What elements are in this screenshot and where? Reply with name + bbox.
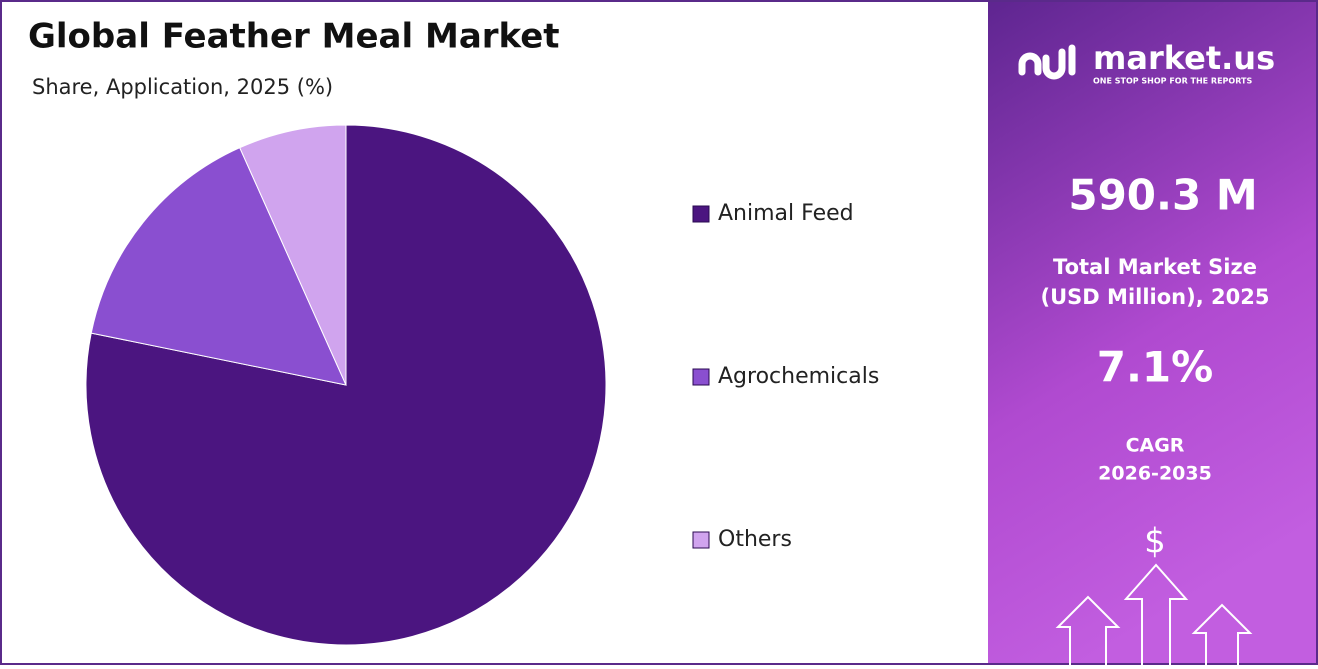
- chart-title: Global Feather Meal Market: [28, 17, 560, 57]
- pie-slice: [90, 147, 347, 386]
- legend-label: Animal Feed: [718, 201, 854, 226]
- market-size-label: Total Market Size: [1053, 255, 1257, 279]
- market-size-label: (USD Million), 2025: [1041, 285, 1270, 309]
- cagr-label: 2026-2035: [1098, 463, 1212, 485]
- legend-swatch: [692, 531, 710, 549]
- logo-icon: [1018, 44, 1076, 80]
- chart-subtitle: Share, Application, 2025 (%): [32, 75, 333, 99]
- brand: market.us: [1093, 39, 1275, 77]
- market-size: 590.3 M: [1068, 171, 1257, 220]
- pie: [85, 124, 607, 646]
- pie-slice: [85, 124, 607, 646]
- legend-label: Others: [718, 527, 792, 552]
- cagr: 7.1%: [1097, 343, 1213, 392]
- cagr-label: CAGR: [1126, 435, 1185, 457]
- dollar-sign: $: [1144, 522, 1166, 562]
- pie-slice: [239, 124, 347, 386]
- legend-swatch: [692, 368, 710, 386]
- tagline: ONE STOP SHOP FOR THE REPORTS: [1093, 77, 1252, 86]
- side-panel: [988, 0, 1318, 665]
- legend-swatch: [692, 205, 710, 223]
- arrows: [1055, 563, 1253, 665]
- legend: Animal Feed Agrochemicals Others: [692, 201, 879, 552]
- legend-label: Agrochemicals: [718, 364, 879, 389]
